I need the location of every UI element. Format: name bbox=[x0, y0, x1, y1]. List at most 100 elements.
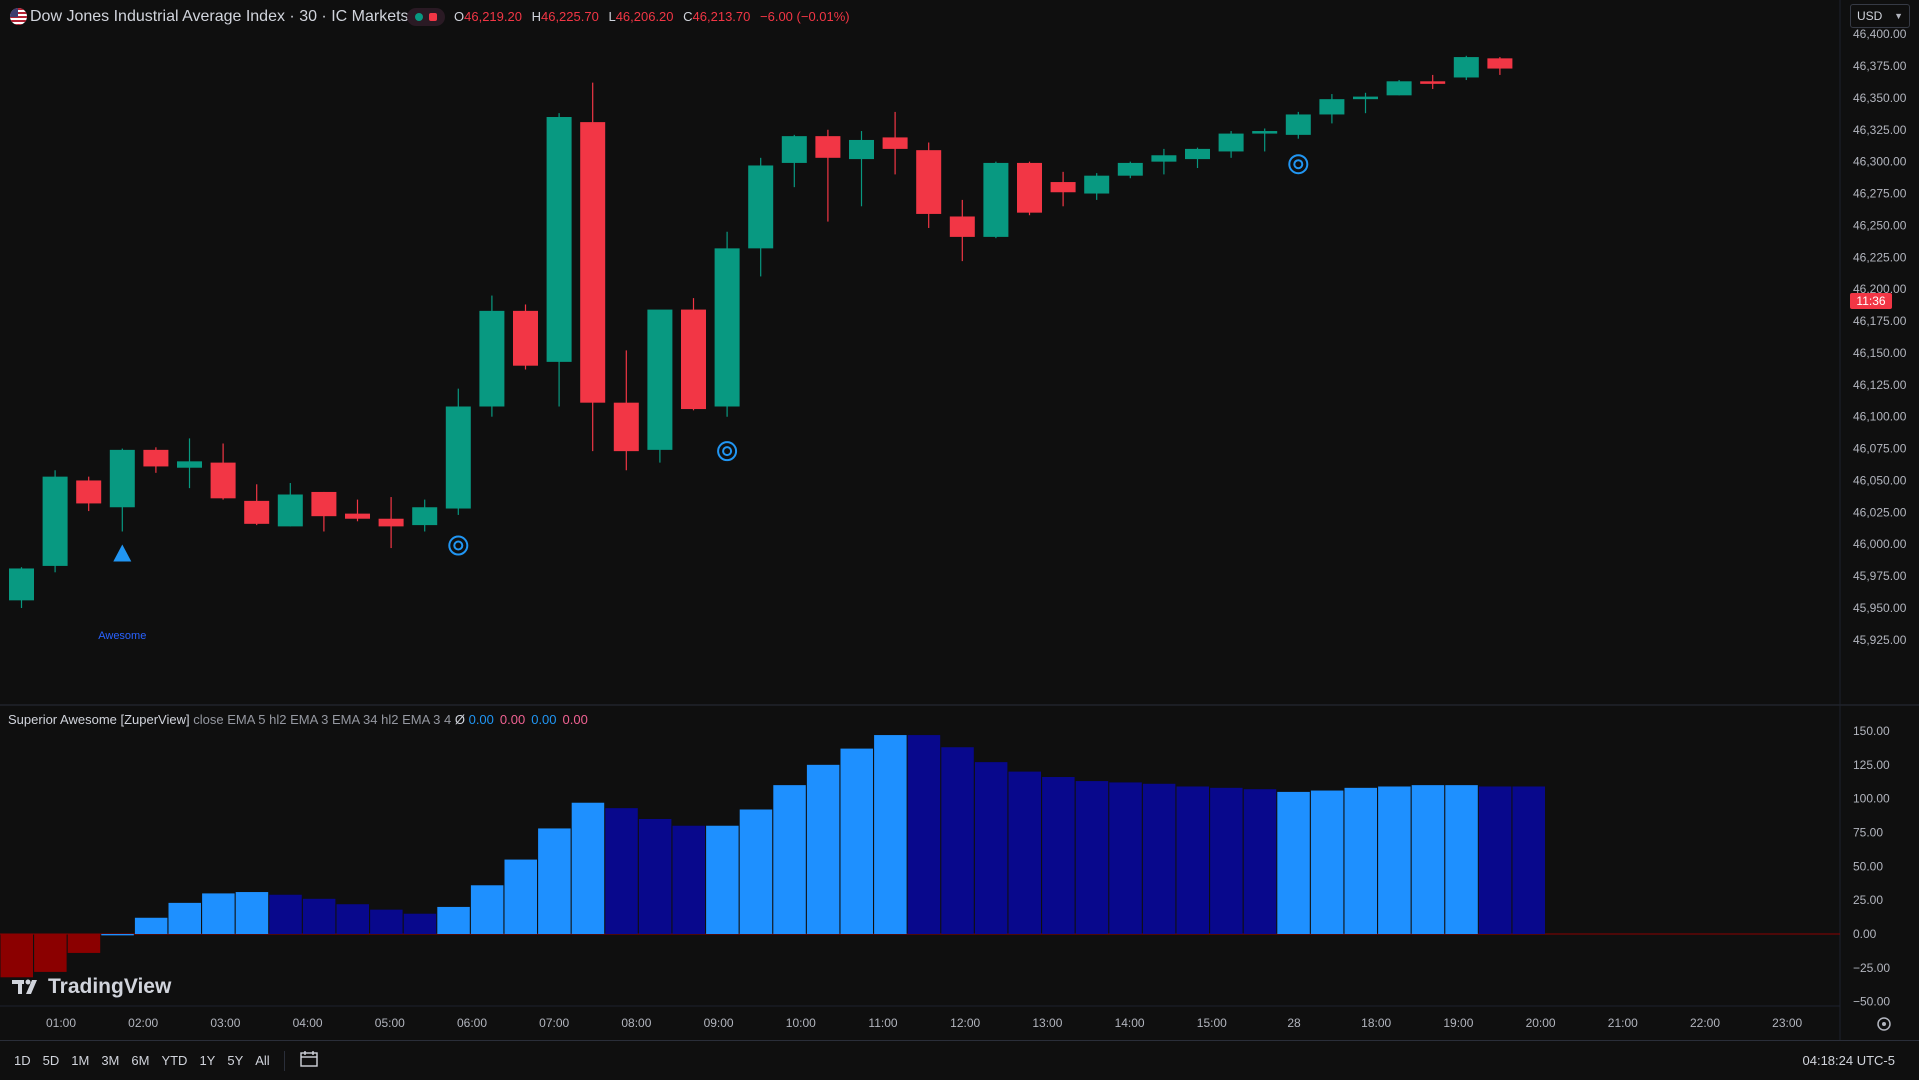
range-button-1y[interactable]: 1Y bbox=[199, 1053, 216, 1068]
candle[interactable] bbox=[1218, 131, 1244, 158]
candles-layer bbox=[9, 55, 1513, 608]
candle[interactable] bbox=[1453, 55, 1479, 81]
candle-body bbox=[580, 122, 606, 403]
candle-body bbox=[1017, 162, 1042, 213]
candle-body bbox=[546, 117, 572, 362]
candle[interactable] bbox=[1017, 161, 1042, 216]
candle[interactable] bbox=[76, 476, 102, 512]
candle[interactable] bbox=[916, 142, 942, 228]
candle[interactable] bbox=[849, 131, 874, 207]
range-button-1d[interactable]: 1D bbox=[14, 1053, 31, 1068]
candle[interactable] bbox=[781, 134, 807, 188]
candle[interactable] bbox=[1117, 161, 1143, 179]
candle[interactable] bbox=[1353, 92, 1378, 114]
oscillator-bar bbox=[672, 825, 705, 934]
candle[interactable] bbox=[9, 567, 34, 608]
candle-body bbox=[748, 165, 774, 249]
candle-body bbox=[1487, 58, 1513, 69]
candle-body bbox=[1117, 162, 1143, 176]
oscillator-bar bbox=[941, 747, 974, 934]
market-status-badge[interactable] bbox=[407, 8, 445, 26]
candle[interactable] bbox=[479, 295, 505, 417]
candle[interactable] bbox=[277, 483, 303, 527]
candle-body bbox=[681, 309, 706, 410]
oscillator-axis-label: 150.00 bbox=[1853, 724, 1890, 738]
candle[interactable] bbox=[378, 497, 404, 549]
candle[interactable] bbox=[345, 499, 370, 522]
tradingview-logo-text: TradingView bbox=[48, 975, 172, 998]
oscillator-axis-label: 25.00 bbox=[1853, 893, 1883, 907]
candle[interactable] bbox=[1386, 80, 1412, 96]
range-button-5d[interactable]: 5D bbox=[42, 1053, 60, 1068]
candle[interactable] bbox=[949, 199, 975, 262]
candle[interactable] bbox=[681, 298, 706, 411]
candle[interactable] bbox=[748, 157, 774, 277]
settings-gear-icon[interactable] bbox=[1877, 1017, 1891, 1031]
candle-body bbox=[244, 500, 270, 524]
candle[interactable] bbox=[143, 447, 169, 473]
candle[interactable] bbox=[647, 309, 673, 463]
oscillator-bar bbox=[67, 934, 101, 953]
chart-canvas[interactable]: 46,400.00 46,375.00 46,350.00 46,325.00 46,3… bbox=[0, 0, 1919, 1040]
time-axis-label: 03:00 bbox=[210, 1016, 240, 1030]
candle[interactable] bbox=[1084, 173, 1110, 200]
tradingview-logo[interactable]: TradingView bbox=[12, 975, 171, 999]
candle[interactable] bbox=[244, 484, 270, 526]
price-axis[interactable]: 46,400.00 46,375.00 46,350.00 46,325.00 46,3… bbox=[1853, 27, 1907, 647]
candle[interactable] bbox=[109, 448, 135, 532]
candle[interactable] bbox=[513, 304, 538, 370]
range-button-5y[interactable]: 5Y bbox=[227, 1053, 244, 1068]
last-price-countdown-tag: 11:36 bbox=[1850, 293, 1892, 309]
indicator-value: 0.00 bbox=[531, 712, 557, 727]
candle[interactable] bbox=[210, 443, 236, 500]
candle[interactable] bbox=[1185, 147, 1210, 169]
indicator-name[interactable]: Superior Awesome [ZuperView] bbox=[8, 712, 190, 727]
toolbar-divider bbox=[283, 1050, 285, 1071]
candle[interactable] bbox=[42, 470, 68, 573]
range-button-6m[interactable]: 6M bbox=[131, 1053, 150, 1068]
time-axis[interactable]: 01:00 02:00 03:00 04:00 05:00 06:00 07:00 08:00… bbox=[46, 1016, 1803, 1030]
price-axis-label: 46,100.00 bbox=[1853, 410, 1907, 424]
bottom-toolbar: 1D 5D 1M 3M 6M YTD 1Y 5Y All 04:18:24 UTC-5 bbox=[0, 1040, 1919, 1080]
oscillator-bar bbox=[1042, 777, 1075, 934]
candle[interactable] bbox=[177, 438, 202, 489]
candle[interactable] bbox=[882, 111, 908, 175]
range-button-1m[interactable]: 1M bbox=[71, 1053, 90, 1068]
oscillator-bar bbox=[1445, 785, 1478, 934]
oscillator-axis[interactable]: 150.00 125.00 100.00 75.00 50.00 25.00 0.00 −25… bbox=[1853, 724, 1890, 1009]
candle[interactable] bbox=[613, 350, 639, 471]
candle-body bbox=[613, 402, 639, 452]
candle[interactable] bbox=[1319, 94, 1345, 124]
date-range-list: 1D 5D 1M 3M 6M YTD 1Y 5Y All bbox=[0, 1053, 270, 1068]
candle[interactable] bbox=[1420, 74, 1446, 89]
candle-body bbox=[1084, 175, 1110, 194]
candle[interactable] bbox=[714, 231, 740, 417]
candle[interactable] bbox=[445, 388, 471, 515]
candle[interactable] bbox=[815, 129, 841, 222]
currency-select[interactable]: USD ▼ bbox=[1850, 4, 1910, 28]
candle[interactable] bbox=[1151, 148, 1177, 175]
candle[interactable] bbox=[412, 499, 438, 532]
calendar-goto-icon[interactable] bbox=[299, 1050, 319, 1071]
indicator-legend[interactable]: Superior Awesome [ZuperView] close EMA 5… bbox=[8, 712, 594, 727]
candle[interactable] bbox=[1487, 57, 1513, 75]
range-button-3m[interactable]: 3M bbox=[101, 1053, 120, 1068]
candle[interactable] bbox=[1285, 111, 1311, 139]
symbol-title[interactable]: Dow Jones Industrial Average Index · 30 … bbox=[30, 8, 409, 25]
candle-body bbox=[1050, 182, 1076, 193]
candle[interactable] bbox=[580, 82, 606, 452]
candle[interactable] bbox=[983, 161, 1009, 239]
range-button-ytd[interactable]: YTD bbox=[161, 1053, 188, 1068]
candle[interactable] bbox=[311, 491, 337, 532]
range-button-all[interactable]: All bbox=[255, 1053, 270, 1068]
price-axis-label: 46,125.00 bbox=[1853, 378, 1907, 392]
candle-body bbox=[781, 136, 807, 163]
candle[interactable] bbox=[1252, 128, 1278, 152]
candle[interactable] bbox=[546, 113, 572, 407]
candle-body bbox=[445, 406, 471, 509]
candle[interactable] bbox=[1050, 171, 1076, 207]
clock-timezone[interactable]: 04:18:24 UTC-5 bbox=[1802, 1053, 1896, 1068]
oscillator-bar bbox=[907, 735, 941, 934]
time-axis-label: 08:00 bbox=[621, 1016, 651, 1030]
price-axis-label: 46,400.00 bbox=[1853, 27, 1907, 41]
